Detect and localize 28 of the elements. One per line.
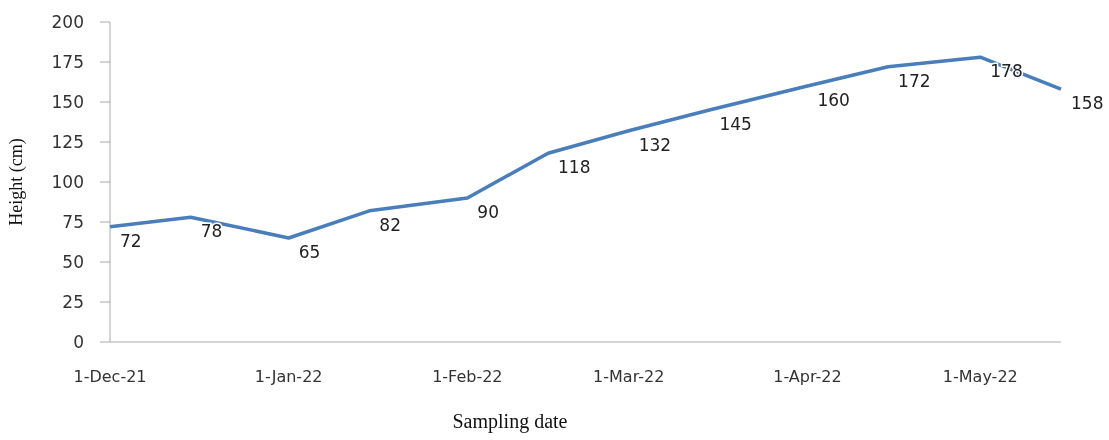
- x-tick-label: 1-Feb-22: [432, 367, 503, 386]
- y-tick-label: 125: [51, 131, 84, 152]
- x-axis-title: Sampling date: [452, 410, 568, 433]
- x-tick-label: 1-May-22: [942, 367, 1018, 386]
- data-label: 65: [298, 242, 321, 262]
- data-label: 160: [817, 90, 850, 110]
- y-tick-label: 25: [62, 291, 84, 312]
- data-label: 145: [719, 114, 752, 134]
- y-tick-label: 150: [51, 91, 84, 112]
- y-tick-label: 100: [51, 171, 84, 192]
- y-tick-label: 50: [62, 251, 84, 272]
- y-axis-title: Height (cm): [6, 138, 27, 226]
- y-tick-label: 200: [51, 11, 84, 32]
- x-tick-label: 1-Dec-21: [73, 367, 147, 386]
- y-tick-label: 75: [62, 211, 84, 232]
- x-tick-label: 1-Mar-22: [593, 367, 665, 386]
- data-label: 172: [898, 70, 931, 91]
- x-tick-label: 1-Apr-22: [773, 367, 842, 386]
- data-label: 82: [379, 214, 401, 235]
- y-tick-label: 0: [73, 331, 84, 352]
- data-label: 90: [477, 202, 499, 222]
- data-label: 158: [1071, 93, 1104, 114]
- data-label: 72: [120, 230, 142, 251]
- x-tick-label: 1-Jan-22: [254, 367, 323, 386]
- data-label: 132: [638, 134, 672, 155]
- y-tick-label: 175: [51, 51, 84, 72]
- data-label: 78: [200, 221, 223, 242]
- data-label: 118: [558, 157, 591, 178]
